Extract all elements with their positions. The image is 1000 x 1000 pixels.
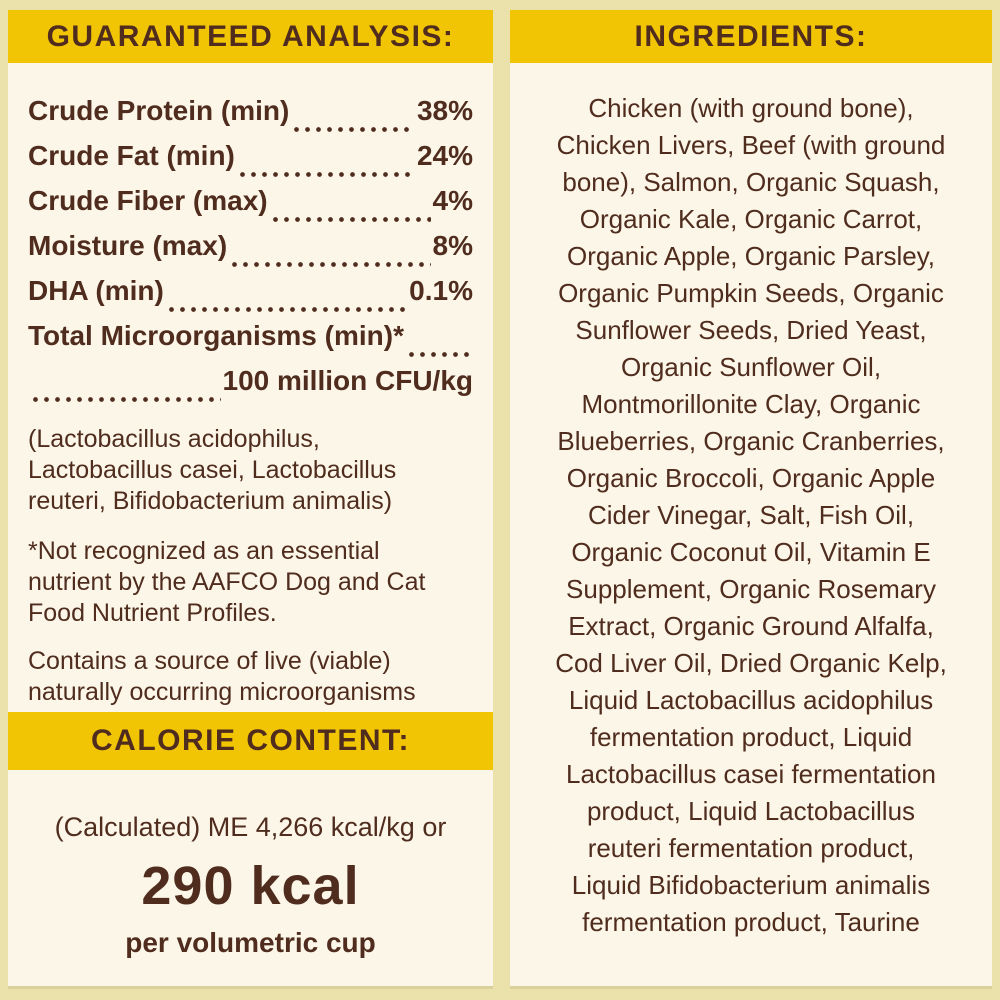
- calorie-content-body: (Calculated) ME 4,266 kcal/kg or 290 kca…: [8, 770, 493, 959]
- analysis-label: Moisture (max): [28, 230, 228, 261]
- analysis-value: 100 million CFU/kg: [222, 365, 474, 396]
- dotted-leader: [165, 307, 408, 312]
- ingredients-panel: INGREDIENTS: Chicken (with ground bone),…: [510, 10, 992, 986]
- dotted-leader: [269, 217, 431, 222]
- analysis-row-crude-protein: Crude Protein (min) 38%: [28, 95, 473, 140]
- dotted-leader: [405, 352, 471, 357]
- analysis-row-microorganisms-value: 100 million CFU/kg: [28, 365, 473, 410]
- guaranteed-analysis-panel: GUARANTEED ANALYSIS: Crude Protein (min)…: [8, 10, 493, 986]
- kcal-value: 290 kcal: [141, 856, 360, 916]
- dotted-leader: [30, 397, 221, 402]
- calorie-content-title: CALORIE CONTENT:: [91, 724, 410, 757]
- analysis-label: DHA (min): [28, 275, 164, 306]
- dotted-leader: [291, 127, 415, 132]
- analysis-label: Crude Protein (min): [28, 95, 290, 126]
- microorganism-species-note: (Lactobacillus acidophilus, Lactobacillu…: [28, 425, 397, 515]
- guaranteed-analysis-body: Crude Protein (min) 38% Crude Fat (min) …: [8, 63, 493, 708]
- guaranteed-analysis-header: GUARANTEED ANALYSIS:: [8, 10, 493, 63]
- dotted-leader: [236, 172, 415, 177]
- analysis-value: 4%: [432, 185, 473, 216]
- aafco-footnote: *Not recognized as an essential nutrient…: [28, 537, 426, 627]
- analysis-value: 38%: [416, 95, 473, 126]
- analysis-value: 0.1%: [409, 275, 473, 306]
- kcal-unit: per volumetric cup: [125, 927, 376, 958]
- guaranteed-analysis-title: GUARANTEED ANALYSIS:: [46, 19, 455, 53]
- live-microorganisms-note: Contains a source of live (viable) natur…: [28, 647, 416, 706]
- analysis-value: 8%: [432, 230, 473, 261]
- calorie-calculated-line: (Calculated) ME 4,266 kcal/kg or: [54, 812, 447, 842]
- analysis-row-dha: DHA (min) 0.1%: [28, 275, 473, 320]
- analysis-label: Total Microorganisms (min)*: [28, 320, 404, 351]
- ingredients-list: Chicken (with ground bone), Chicken Live…: [555, 93, 947, 937]
- analysis-value: 24%: [416, 140, 473, 171]
- analysis-row-crude-fiber: Crude Fiber (max) 4%: [28, 185, 473, 230]
- calorie-content-header: CALORIE CONTENT:: [8, 712, 493, 770]
- dotted-leader: [229, 262, 431, 267]
- analysis-row-crude-fat: Crude Fat (min) 24%: [28, 140, 473, 185]
- analysis-row-microorganisms-label: Total Microorganisms (min)*: [28, 320, 473, 365]
- analysis-label: Crude Fat (min): [28, 140, 235, 171]
- analysis-row-moisture: Moisture (max) 8%: [28, 230, 473, 275]
- ingredients-header: INGREDIENTS:: [510, 10, 992, 63]
- ingredients-title: INGREDIENTS:: [634, 19, 868, 53]
- analysis-label: Crude Fiber (max): [28, 185, 268, 216]
